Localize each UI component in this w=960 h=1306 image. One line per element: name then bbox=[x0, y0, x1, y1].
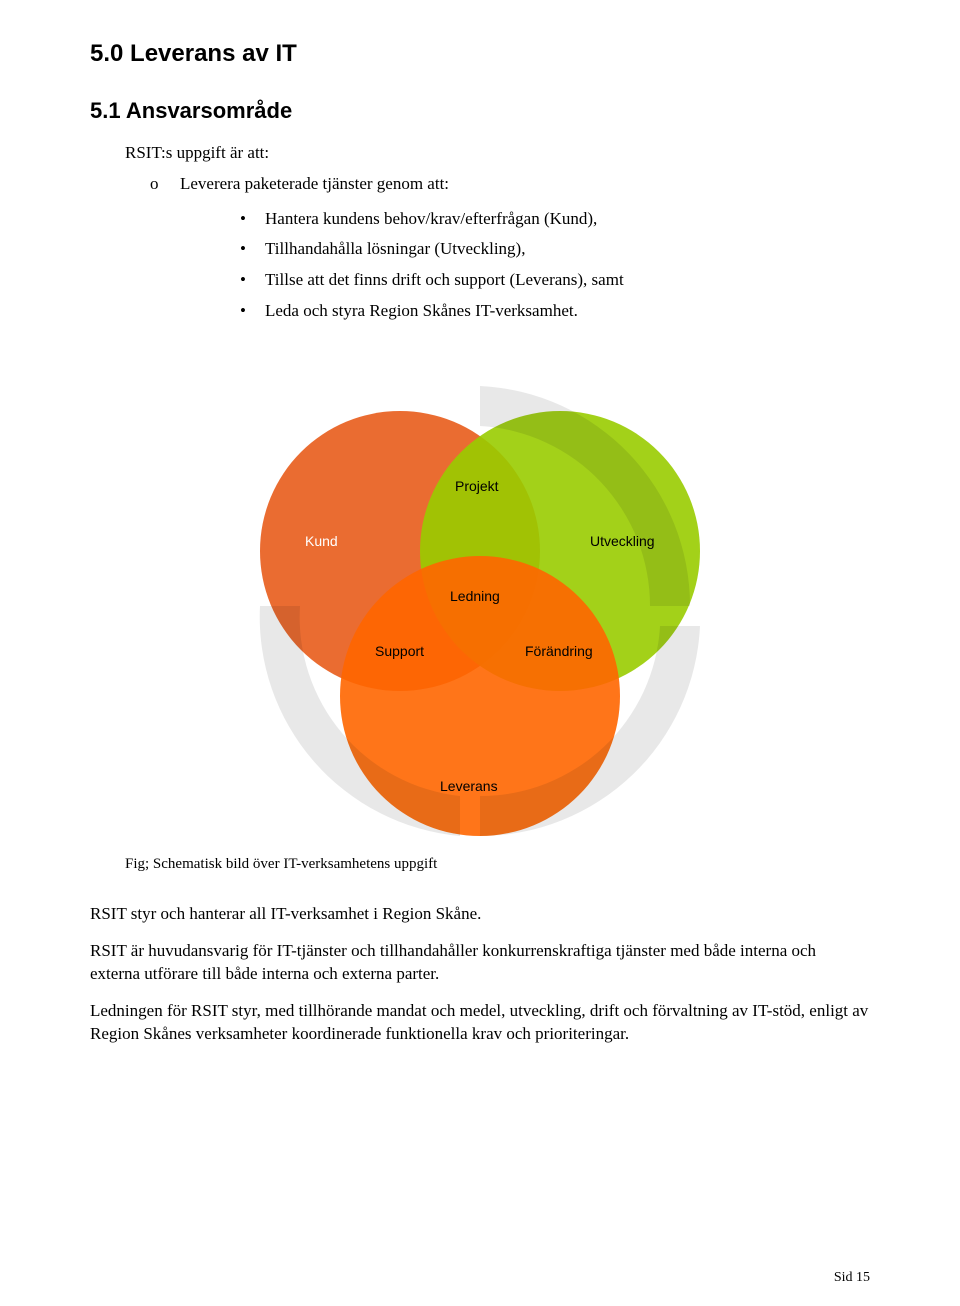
svg-text:Utveckling: Utveckling bbox=[590, 533, 655, 549]
page-number: Sid 15 bbox=[834, 1270, 870, 1286]
list-marker-o: o bbox=[150, 173, 170, 196]
list-item: Leda och styra Region Skånes IT-verksamh… bbox=[240, 296, 870, 327]
heading-level-1: 5.0 Leverans av IT bbox=[90, 40, 870, 68]
svg-text:Projekt: Projekt bbox=[455, 478, 499, 494]
paragraph: Ledningen för RSIT styr, med tillhörande… bbox=[90, 1000, 870, 1046]
paragraph: RSIT är huvudansvarig för IT-tjänster oc… bbox=[90, 940, 870, 986]
figure-caption: Fig; Schematisk bild över IT-verksamhete… bbox=[125, 856, 870, 873]
bullet-list: Hantera kundens behov/krav/efterfrågan (… bbox=[240, 204, 870, 326]
document-page: 5.0 Leverans av IT 5.1 Ansvarsområde RSI… bbox=[0, 0, 960, 1306]
sub-intro-label: Leverera paketerade tjänster genom att: bbox=[180, 174, 449, 193]
sub-intro-text: oLeverera paketerade tjänster genom att: bbox=[180, 173, 870, 196]
intro-text: RSIT:s uppgift är att: bbox=[125, 142, 870, 165]
list-item: Tillhandahålla lösningar (Utveckling), bbox=[240, 234, 870, 265]
paragraph: RSIT styr och hanterar all IT-verksamhet… bbox=[90, 903, 870, 926]
venn-svg: Kund Utveckling Leverans Projekt Support Förä… bbox=[230, 366, 730, 846]
list-item: Hantera kundens behov/krav/efterfrågan (… bbox=[240, 204, 870, 235]
venn-diagram: Kund Utveckling Leverans Projekt Support Förä… bbox=[230, 366, 730, 846]
list-item: Tillse att det finns drift och support (… bbox=[240, 265, 870, 296]
svg-text:Ledning: Ledning bbox=[450, 588, 500, 604]
svg-text:Förändring: Förändring bbox=[525, 643, 593, 659]
svg-text:Support: Support bbox=[375, 643, 424, 659]
svg-text:Leverans: Leverans bbox=[440, 778, 498, 794]
svg-text:Kund: Kund bbox=[305, 533, 338, 549]
heading-level-2: 5.1 Ansvarsområde bbox=[90, 98, 870, 124]
